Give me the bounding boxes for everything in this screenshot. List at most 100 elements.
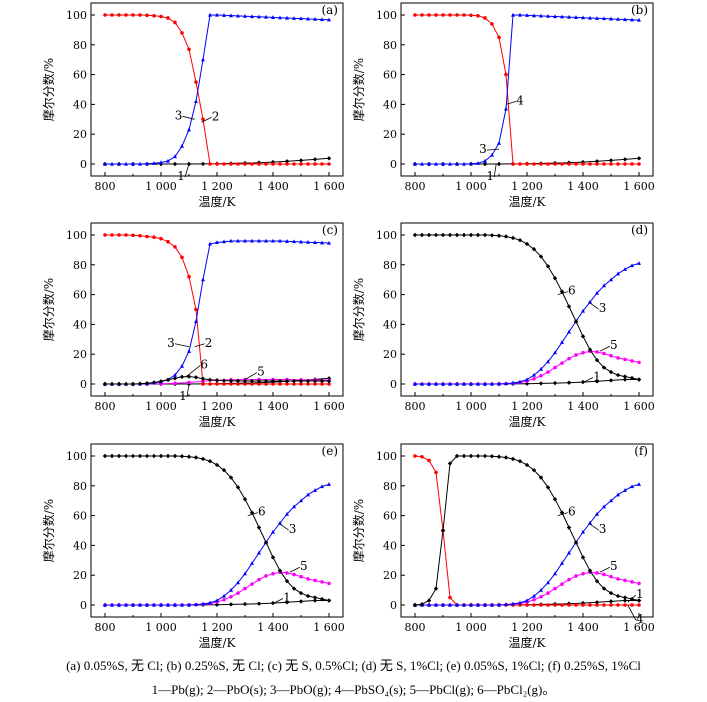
series-3-point	[546, 580, 550, 585]
x-tick-label: 1 200	[511, 180, 543, 193]
series-6-point	[552, 497, 558, 502]
series-3-point	[448, 381, 452, 386]
series-3-point	[539, 587, 543, 592]
series-4-point	[581, 162, 585, 166]
series-4-point	[448, 13, 452, 17]
series-5-point	[630, 359, 634, 363]
series-6-point	[412, 232, 418, 238]
x-tick-label: 1 600	[623, 180, 655, 193]
series-6-point	[102, 381, 108, 387]
series-line-3	[105, 14, 330, 165]
y-axis-label: 摩尔分数/%	[351, 278, 366, 341]
label-leader-2	[194, 343, 205, 348]
series-5-point	[250, 582, 254, 586]
series-1-point	[214, 602, 220, 607]
series-3-point	[637, 482, 641, 486]
series-3-point	[313, 488, 317, 492]
series-3-point	[131, 602, 135, 607]
series-5-point	[560, 361, 564, 365]
series-6-point	[158, 379, 164, 384]
panel-label: (d)	[631, 223, 648, 237]
series-6-point	[496, 454, 502, 459]
series-3-point	[504, 381, 508, 386]
label-leader-5	[599, 345, 610, 352]
series-3-point	[194, 602, 198, 607]
series-6-point	[228, 475, 234, 480]
series-2-point	[173, 245, 177, 249]
series-2-point	[208, 382, 212, 386]
series-6-point	[144, 381, 150, 386]
label-leader-3	[182, 115, 195, 120]
series-2-point	[264, 382, 268, 386]
series-5-point	[553, 586, 557, 591]
series-6-point	[179, 374, 185, 380]
series-2-point	[173, 20, 177, 25]
series-5-point	[637, 360, 641, 365]
series-5-point	[546, 591, 550, 595]
series-3-point	[616, 492, 620, 497]
y-tick-label: 40	[73, 318, 87, 331]
series-2-point	[320, 382, 324, 386]
x-tick-label: 1 000	[145, 621, 177, 634]
series-3-point	[180, 602, 184, 607]
series-4-point	[553, 162, 557, 166]
series-6-point	[482, 232, 488, 238]
x-tick-label: 1 400	[257, 400, 289, 413]
series-6-point	[263, 378, 269, 384]
series-3-point	[441, 602, 445, 607]
series-3-point	[518, 12, 522, 17]
series-6-point	[629, 596, 635, 602]
series-3-point	[110, 602, 114, 607]
series-3-point	[264, 14, 268, 19]
x-tick-label: 1 200	[201, 180, 233, 193]
series-2-point	[327, 382, 331, 386]
series-4-point	[413, 454, 417, 458]
series-3-point	[166, 602, 170, 607]
series-2-point	[166, 239, 170, 244]
series-4-point	[602, 603, 606, 607]
series-label-3: 3	[599, 301, 607, 315]
series-6-point	[594, 578, 600, 584]
series-6-point	[249, 510, 255, 515]
y-tick-label: 80	[73, 259, 87, 272]
series-3-point	[306, 492, 310, 497]
series-6-point	[461, 453, 467, 459]
series-4-point	[623, 603, 627, 607]
label-leader-3	[278, 522, 289, 531]
series-6-point	[468, 453, 474, 459]
series-line-4	[415, 14, 639, 165]
series-label-5: 5	[300, 559, 308, 573]
series-6-point	[137, 453, 143, 459]
series-3-point	[180, 363, 184, 368]
series-6-point	[186, 454, 192, 459]
series-2-point	[257, 162, 261, 166]
series-6-point	[601, 365, 607, 370]
series-6-point	[256, 525, 262, 530]
series-2-point	[145, 234, 149, 239]
series-6-point	[426, 598, 432, 603]
series-3-point	[497, 602, 501, 607]
series-5-point	[623, 357, 627, 362]
series-6-point	[419, 232, 425, 238]
series-3-point	[285, 511, 289, 516]
series-3-point	[518, 600, 522, 605]
series-2-point	[138, 13, 142, 17]
series-6-point	[489, 454, 495, 459]
series-2-point	[292, 162, 296, 166]
series-5-point	[581, 571, 585, 576]
series-2-point	[103, 13, 107, 17]
y-tick-label: 60	[73, 289, 87, 302]
y-tick-label: 40	[73, 539, 87, 552]
label-leader-5	[599, 566, 610, 573]
plot-frame	[400, 443, 654, 618]
series-3-point	[420, 381, 424, 386]
series-5-point	[187, 380, 191, 385]
series-2-point	[271, 382, 275, 386]
series-1-point	[172, 161, 178, 167]
series-2-point	[110, 233, 114, 237]
series-3-point	[427, 381, 431, 386]
x-tick-label: 1 000	[455, 400, 487, 413]
series-6-point	[433, 232, 439, 238]
series-3-point	[525, 598, 529, 603]
series-2-point	[194, 80, 198, 84]
